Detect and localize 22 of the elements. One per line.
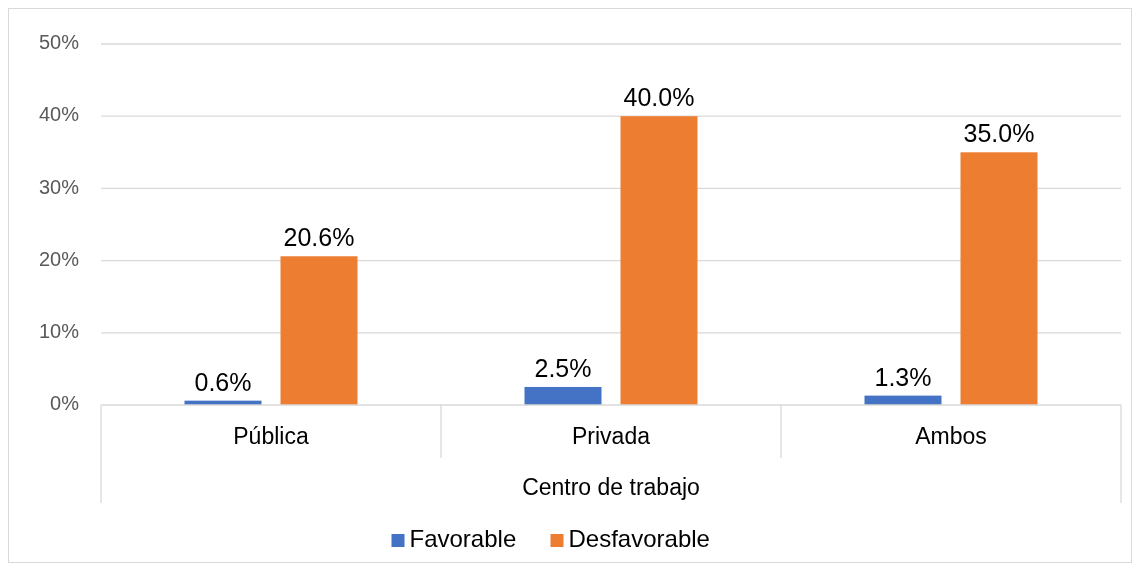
bar: [524, 386, 602, 405]
bar: [280, 256, 358, 405]
data-label: 20.6%: [283, 223, 355, 252]
data-label: 1.3%: [874, 362, 932, 391]
legend-label: Favorable: [409, 525, 517, 553]
x-tick-label: Ambos: [915, 423, 987, 450]
data-label: 2.5%: [534, 353, 592, 382]
y-tick-label: 10%: [38, 320, 80, 343]
data-label: 35.0%: [963, 119, 1035, 148]
legend-label: Desfavorable: [568, 525, 710, 553]
y-tick-label: 30%: [38, 175, 80, 198]
y-tick-label: 50%: [38, 31, 80, 54]
x-tick-label: Pública: [233, 423, 309, 450]
x-tick-label: Privada: [572, 423, 651, 450]
data-label: 40.0%: [623, 83, 695, 112]
x-axis-title: Centro de trabajo: [522, 474, 700, 501]
y-tick-label: 40%: [38, 103, 80, 126]
bar: [620, 116, 698, 405]
y-tick-label: 20%: [38, 247, 80, 270]
y-tick-label: 0%: [50, 392, 80, 415]
data-label: 0.6%: [194, 367, 252, 396]
bar: [960, 152, 1038, 405]
